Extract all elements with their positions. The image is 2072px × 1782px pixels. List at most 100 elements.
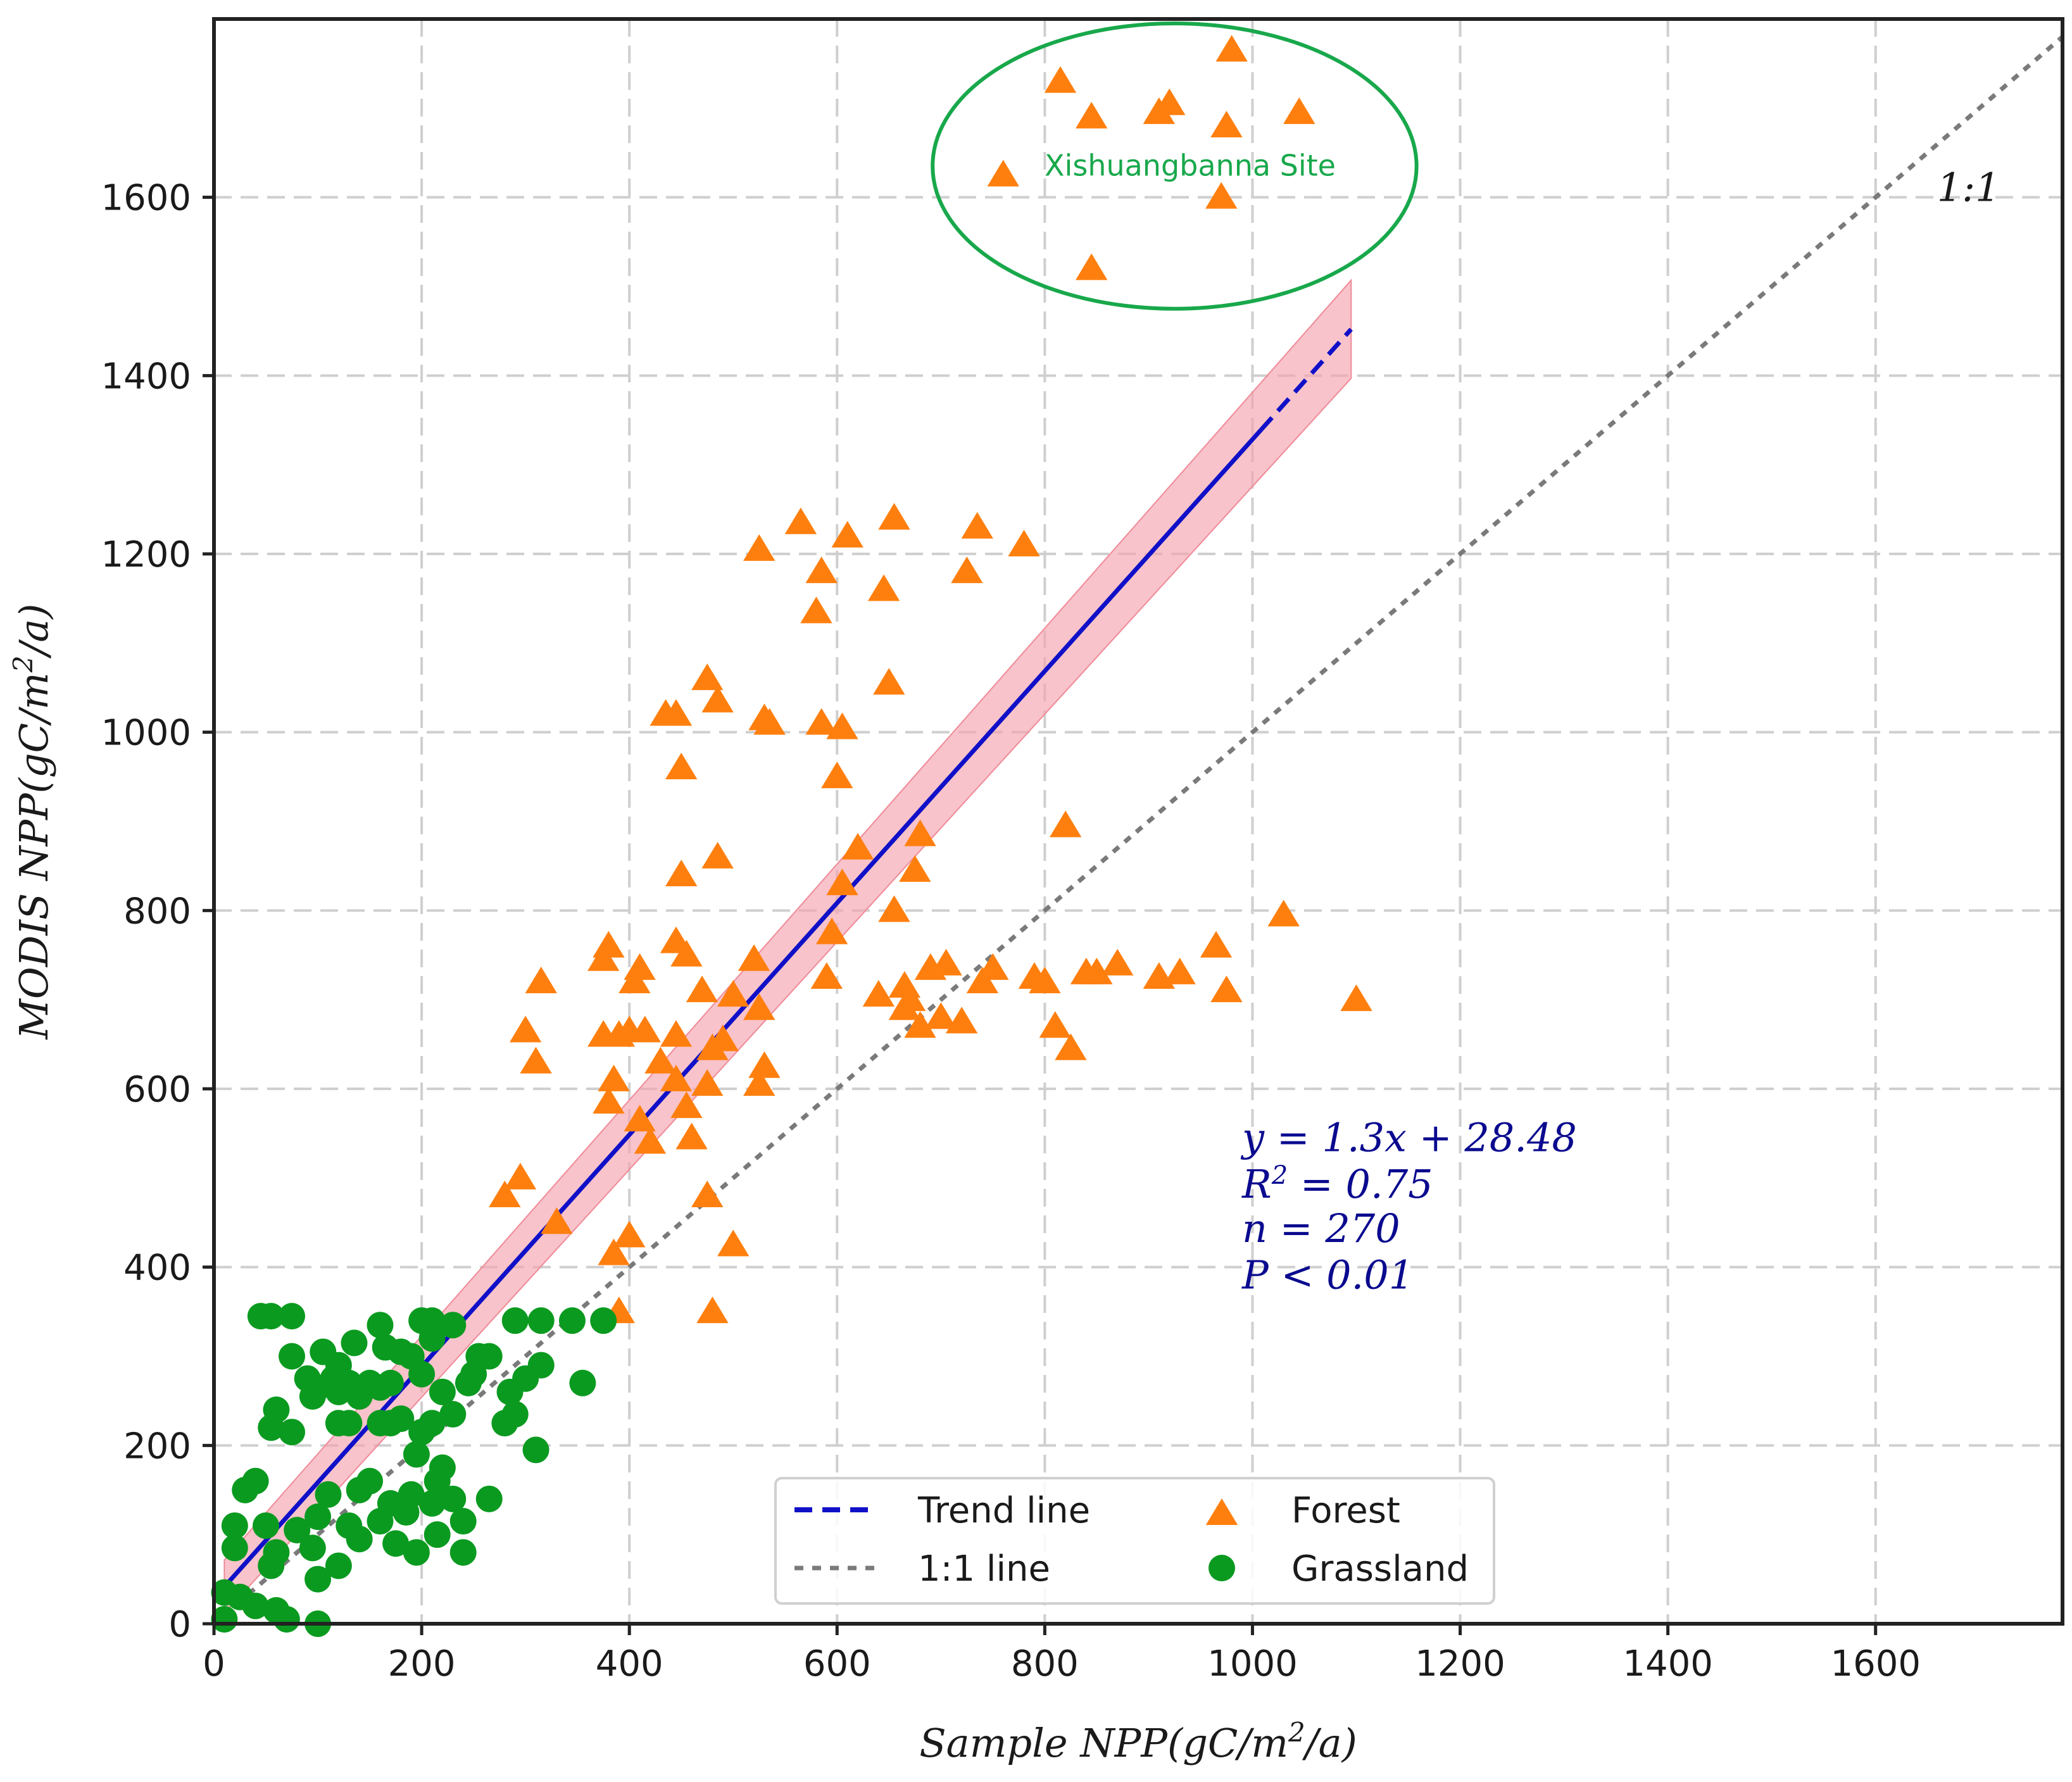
one-to-one-label: 1:1 — [1937, 165, 2000, 211]
trend-line-dashed-end — [1259, 327, 1353, 432]
grassland-point — [408, 1419, 436, 1446]
forest-point — [587, 1020, 620, 1047]
forest-point — [805, 708, 838, 735]
grassland-point — [527, 1307, 555, 1334]
forest-point — [841, 832, 874, 860]
forest-point — [541, 1207, 573, 1234]
forest-point — [686, 976, 719, 1003]
forest-point — [634, 1127, 667, 1154]
legend-forest-marker — [1205, 1498, 1238, 1525]
site-ellipse — [931, 22, 1419, 311]
forest-point — [966, 967, 999, 993]
grassland-point — [377, 1369, 404, 1396]
grassland-point — [439, 1485, 467, 1512]
forest-point — [873, 668, 905, 695]
forest-point — [826, 869, 858, 896]
grassland-point — [305, 1566, 332, 1593]
forest-point — [670, 939, 703, 967]
forest-point — [925, 1002, 957, 1029]
x-tick-label: 1000 — [1207, 1643, 1298, 1685]
grassland-point — [346, 1383, 373, 1410]
forest-point — [691, 663, 724, 691]
forest-point — [987, 160, 1019, 187]
grassland-point — [325, 1552, 352, 1579]
grassland-point — [299, 1534, 326, 1562]
x-tick-label: 1400 — [1623, 1643, 1713, 1685]
one-to-one-line — [212, 35, 2064, 1626]
forest-point — [1075, 101, 1108, 129]
forest-point — [1205, 182, 1238, 209]
forest-point — [691, 1069, 724, 1096]
forest-point — [587, 944, 620, 971]
forest-point — [815, 917, 848, 944]
forest-point — [1210, 976, 1243, 1003]
x-title-part: /a) — [1302, 1720, 1357, 1766]
forest-point — [701, 686, 734, 713]
x-tick-label: 1600 — [1830, 1643, 1921, 1685]
grassland-point — [439, 1401, 467, 1428]
r2-label: R2 = 0.75 — [1241, 1161, 1433, 1207]
p-label: P < 0.01 — [1241, 1252, 1414, 1298]
grassland-point — [429, 1378, 456, 1405]
y-tick-label: 1400 — [101, 356, 191, 397]
y-tick-label: 0 — [168, 1604, 191, 1645]
equation-label: y = 1.3x + 28.48 — [1240, 1115, 1577, 1161]
forest-point — [525, 967, 557, 993]
grid — [214, 19, 2063, 1624]
forest-point — [624, 1105, 656, 1132]
grassland-point — [424, 1521, 451, 1548]
grassland-point — [475, 1343, 503, 1370]
y-tick-label: 600 — [123, 1069, 191, 1110]
y-tick-label: 1000 — [101, 713, 191, 754]
forest-point — [1075, 253, 1108, 280]
data-points — [211, 35, 1372, 1637]
forest-point — [904, 819, 936, 846]
forest-point — [862, 980, 895, 1007]
forest-point — [629, 1015, 661, 1043]
forest-point — [598, 1064, 630, 1091]
plot-frame — [212, 17, 2064, 1626]
forest-point — [810, 962, 843, 989]
y-title-part: /a) — [11, 603, 57, 658]
grassland-point — [475, 1485, 503, 1512]
grassland-point — [403, 1539, 430, 1566]
r2-suffix: = 0.75 — [1288, 1161, 1433, 1207]
x-tick-label: 200 — [388, 1643, 456, 1685]
grassland-point — [590, 1307, 617, 1334]
grassland-point — [221, 1512, 248, 1540]
forest-point — [738, 944, 770, 971]
x-tick-label: 0 — [203, 1643, 225, 1685]
grassland-point — [449, 1539, 477, 1566]
forest-point — [489, 1181, 521, 1207]
grassland-point — [367, 1508, 394, 1535]
forest-point — [743, 1069, 775, 1096]
grassland-point — [558, 1307, 586, 1334]
x-axis-title: Sample NPP(gC/m2/a) — [919, 1717, 1357, 1766]
legend-forest-label: Forest — [1291, 1490, 1400, 1531]
legend-grassland-label: Grassland — [1291, 1548, 1469, 1590]
axes-frame — [212, 17, 2064, 1626]
forest-point — [509, 1015, 542, 1043]
grassland-point — [418, 1325, 446, 1352]
y-tick-label: 1200 — [101, 534, 191, 575]
legend-box — [774, 1477, 1495, 1605]
grassland-point — [341, 1329, 368, 1357]
x-tick-label: 400 — [596, 1643, 663, 1685]
forest-point — [961, 511, 993, 539]
forest-point — [1340, 984, 1372, 1012]
grassland-point — [325, 1378, 352, 1405]
grassland-point — [242, 1592, 269, 1619]
grassland-point — [305, 1503, 332, 1530]
forest-point — [1070, 957, 1103, 984]
forest-point — [1283, 97, 1315, 124]
forest-point — [1044, 66, 1077, 93]
legend: Trend line 1:1 line Forest Grassland — [774, 1477, 1495, 1605]
forest-point — [691, 1181, 724, 1207]
forest-point — [748, 1051, 781, 1078]
legend-trend-line-label: Trend line — [917, 1490, 1090, 1531]
grassland-point — [418, 1490, 446, 1517]
grassland-point — [382, 1530, 410, 1557]
grassland-point — [258, 1303, 285, 1330]
forest-point — [717, 980, 750, 1007]
